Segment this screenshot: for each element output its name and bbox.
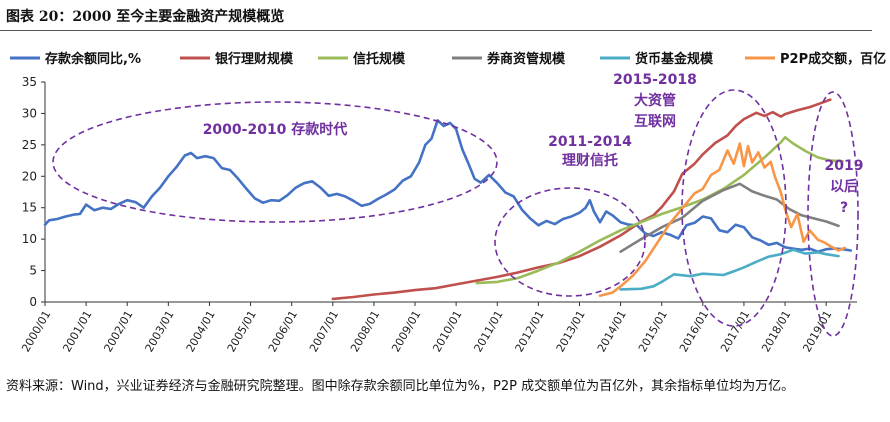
figure-title: 图表 20：2000 至今主要金融资产规模概览	[6, 9, 285, 25]
x-tick-label: 2007/01	[307, 308, 341, 354]
x-tick-label: 2001/01	[60, 308, 94, 354]
y-tick-label: 35	[22, 75, 37, 89]
legend-label-3: 信托规模	[353, 51, 406, 67]
era-label-line: 2000-2010 存款时代	[203, 121, 348, 138]
era-label-line: 2019	[825, 158, 864, 174]
legend-label-2: 银行理财规模	[215, 51, 294, 67]
legend-label-5: 货币基金规模	[635, 51, 714, 67]
era-label-line: 大资管	[634, 92, 676, 109]
era-ellipse-4	[807, 91, 859, 337]
series-line-5	[619, 248, 840, 291]
x-tick-label: 2018/01	[759, 308, 793, 354]
x-tick-label: 2017/01	[718, 308, 752, 354]
y-tick-label: 30	[22, 106, 37, 120]
era-label-3: 2015-2018 大资管互联网	[613, 72, 697, 130]
era-ellipse-1	[52, 101, 498, 223]
x-tick-label: 2010/01	[430, 308, 464, 354]
series-line-3	[475, 136, 844, 285]
series-line-1	[43, 119, 853, 253]
line-chart: 存款余额同比,% 银行理财规模 信托规模 券商资管规模 货币基金规模 P2P成交额，百亿 …	[10, 51, 886, 354]
y-tick-label: 5	[29, 264, 37, 278]
x-tick-label: 2002/01	[101, 308, 135, 354]
x-tick-label: 2000/01	[19, 308, 53, 354]
source-note: 资料来源：Wind，兴业证券经济与金融研究院整理。图中除存款余额同比单位为%，P…	[6, 379, 795, 394]
era-label-line: 理财信托	[562, 152, 618, 169]
y-tick-label: 0	[29, 295, 37, 309]
era-label-line: ?	[840, 200, 848, 216]
x-tick-label: 2008/01	[348, 308, 382, 354]
x-tick-label: 2005/01	[225, 308, 259, 354]
legend-label-1: 存款余额同比,%	[45, 51, 141, 67]
era-label-line: 2015-2018	[613, 72, 697, 88]
chart-annotations: 2000-2010 存款时代 2011-2014 理财信托 2015-2018 大资管互…	[52, 72, 864, 337]
x-tick-label: 2012/01	[513, 308, 547, 354]
title-divider	[0, 30, 872, 31]
y-tick-label: 20	[22, 169, 37, 183]
x-tick-label: 2019/01	[800, 308, 834, 354]
era-label-line: 以后	[830, 178, 858, 195]
x-tick-label: 2009/01	[389, 308, 423, 354]
x-tick-label: 2003/01	[143, 308, 177, 354]
era-ellipse-3	[681, 89, 787, 327]
y-tick-label: 15	[22, 201, 37, 215]
era-label-line: 2011-2014	[548, 134, 632, 150]
x-tick-label: 2006/01	[266, 308, 300, 354]
x-tick-label: 2013/01	[554, 308, 588, 354]
chart-axes: 0 5 10 15 20 25 30 35 2000/01 2001/01 2002/01 2003/…	[19, 75, 857, 354]
legend-label-4: 券商资管规模	[486, 51, 566, 67]
era-label-1: 2000-2010 存款时代	[203, 121, 348, 138]
chart-legend: 存款余额同比,% 银行理财规模 信托规模 券商资管规模 货币基金规模 P2P成交额，百亿	[10, 51, 886, 67]
x-tick-label: 2011/01	[471, 308, 505, 354]
x-tick-label: 2014/01	[595, 308, 629, 354]
y-tick-label: 25	[22, 138, 37, 152]
era-label-line: 互联网	[634, 114, 676, 130]
era-label-2: 2011-2014 理财信托	[548, 134, 632, 169]
legend-label-6: P2P成交额，百亿	[780, 51, 886, 67]
x-tick-label: 2015/01	[636, 308, 670, 354]
x-tick-label: 2016/01	[677, 308, 711, 354]
series-line-2	[331, 98, 832, 301]
era-label-4: 2019 以后?	[825, 158, 864, 216]
chart-series	[43, 98, 853, 301]
x-tick-label: 2004/01	[184, 308, 218, 354]
series-line-6	[598, 142, 846, 297]
era-ellipse-2	[494, 187, 646, 297]
y-tick-label: 10	[22, 232, 37, 246]
